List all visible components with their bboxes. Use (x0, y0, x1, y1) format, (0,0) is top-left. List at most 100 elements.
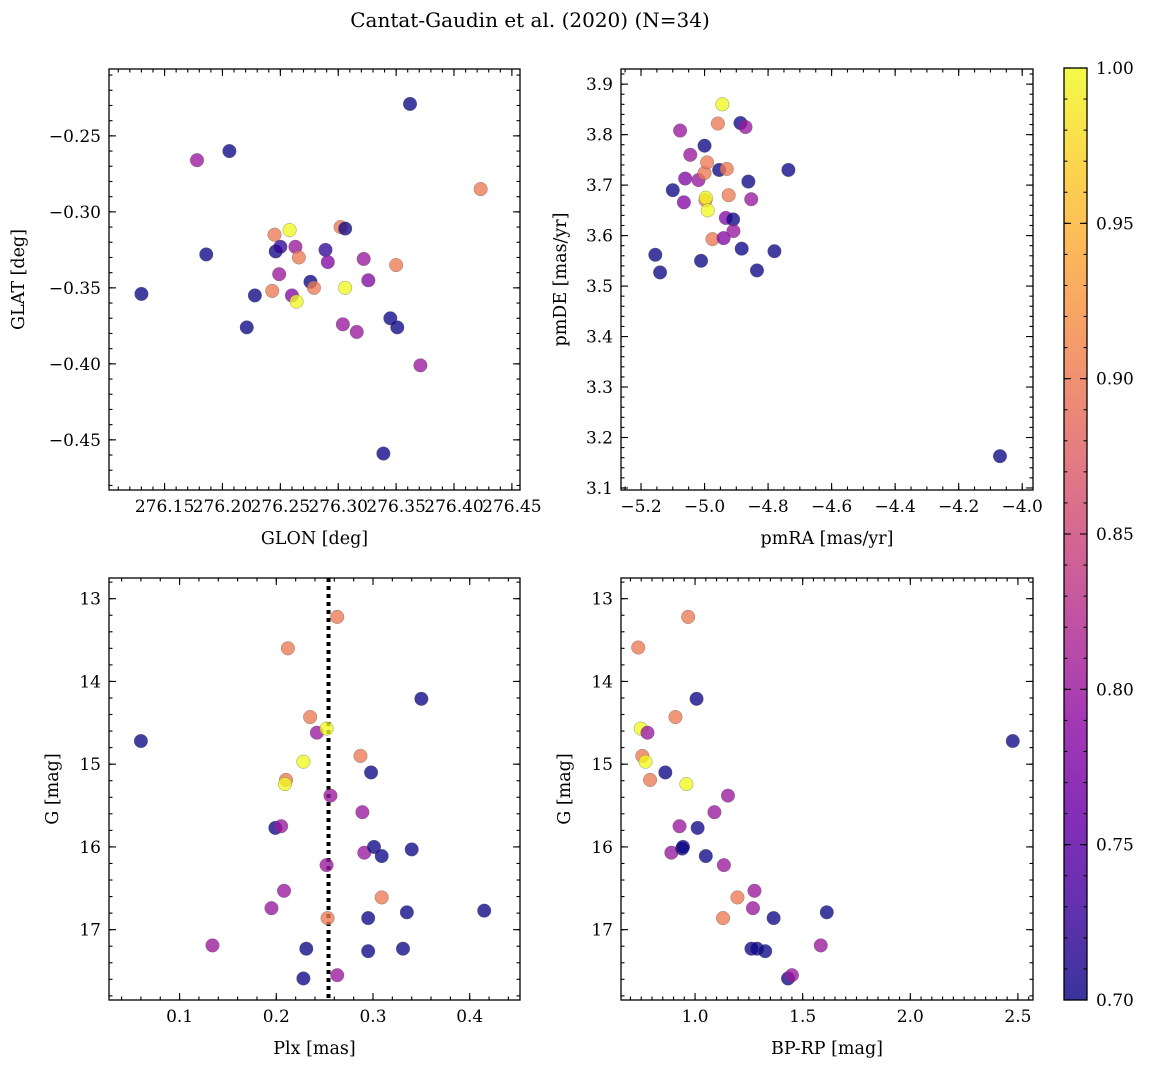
x-tick-label: −5.2 (620, 497, 661, 517)
x-tick-label: −5.0 (684, 497, 725, 517)
y-tick-label: 17 (79, 921, 101, 941)
scatter-point (399, 905, 414, 920)
axis-ticks: 1.0 1.5 2.0 2.5 13 14 15 16 17 (591, 578, 1033, 1027)
scatter-point (320, 254, 335, 270)
scatter-point (726, 223, 741, 239)
scatter-point (658, 765, 673, 780)
scatter-points (648, 97, 1008, 464)
scatter-point (643, 772, 658, 787)
x-tick-label: 276.35 (366, 497, 425, 517)
scatter-point (716, 858, 731, 873)
x-tick-label: 1.0 (682, 1007, 709, 1027)
scatter-point (631, 640, 646, 655)
scatter-point (678, 171, 693, 186)
y-axis-label: pmDE [mas/yr] (551, 213, 571, 347)
axis-ticks: 0.1 0.2 0.3 0.4 13 14 15 16 17 (79, 578, 520, 1027)
x-tick-label: 276.20 (193, 497, 252, 517)
scatter-point (707, 805, 722, 820)
y-tick-label: 3.1 (586, 479, 613, 499)
x-tick-label: 2.5 (1004, 1007, 1031, 1027)
y-tick-label: 15 (591, 755, 613, 775)
y-tick-label: 14 (79, 672, 101, 692)
scatter-point (698, 190, 713, 205)
x-axis-label: BP-RP [mag] (771, 1039, 883, 1059)
scatter-point (361, 944, 376, 959)
scatter-point (720, 788, 736, 803)
plot-frame (620, 577, 1034, 1001)
scatter-point (672, 819, 687, 834)
scatter-point (366, 839, 382, 854)
y-tick-label: 3.3 (586, 378, 613, 398)
scatter-point (734, 241, 749, 256)
scatter-point (364, 765, 379, 780)
scatter-point (376, 446, 391, 461)
scatter-point (676, 195, 691, 210)
x-tick-label: 276.40 (424, 497, 483, 517)
x-axis-label: GLON [deg] (261, 529, 368, 549)
scatter-point (280, 641, 295, 656)
scatter-point (710, 116, 725, 131)
y-tick-label: 13 (591, 590, 613, 610)
x-tick-label: 1.5 (789, 1007, 816, 1027)
scatter-point (222, 144, 237, 159)
figure-title: Cantat-Gaudin et al. (2020) (N=34) (350, 8, 710, 32)
x-tick-label: −4.4 (874, 497, 915, 517)
scatter-points (133, 609, 492, 986)
scatter-point (299, 941, 314, 956)
scatter-point (700, 203, 715, 218)
y-tick-label: 3.7 (586, 176, 613, 196)
y-tick-label: −0.35 (49, 279, 101, 299)
plot-area (109, 578, 520, 1000)
y-tick-label: −0.30 (49, 203, 101, 223)
scatter-point (719, 161, 734, 176)
y-tick-label: −0.45 (49, 431, 101, 451)
colorbar-gradient (1064, 68, 1087, 1000)
scatter-point (693, 253, 709, 268)
scatter-point (330, 968, 345, 983)
scatter-point (199, 247, 214, 262)
x-tick-label: 276.25 (251, 497, 310, 517)
scatter-point (749, 263, 765, 278)
y-axis-label: GLAT [deg] (9, 229, 29, 330)
scatter-point (277, 776, 293, 792)
scatter-point (668, 709, 683, 725)
x-tick-label: −4.8 (747, 497, 788, 517)
scatter-point (189, 153, 205, 168)
scatter-point (349, 324, 364, 339)
scatter-point (648, 247, 663, 262)
x-tick-label: 2.0 (897, 1007, 924, 1027)
scatter-point (318, 242, 333, 257)
y-tick-label: 16 (591, 838, 613, 858)
scatter-point (675, 839, 691, 854)
scatter-point (758, 944, 773, 959)
scatter-point (716, 231, 731, 246)
scatter-point (361, 273, 376, 288)
colorbar-tick-label: 0.70 (1096, 991, 1134, 1011)
x-tick-label: −4.2 (938, 497, 979, 517)
scatter-point (291, 250, 306, 265)
scatter-point (767, 244, 782, 259)
y-tick-label: 3.2 (586, 429, 613, 449)
colorbar-tick-label: 0.90 (1096, 370, 1134, 390)
scatter-point (267, 227, 282, 242)
scatter-point (738, 120, 753, 135)
scatter-point (781, 162, 796, 178)
scatter-point (747, 883, 762, 898)
scatter-point (133, 733, 148, 749)
scatter-point (402, 96, 418, 112)
subplot-plx-g: 0.1 0.2 0.3 0.4 13 14 15 16 17 Plx [mas] G [mag] (43, 577, 521, 1059)
scatter-point (303, 709, 318, 725)
scatter-point (273, 239, 288, 254)
scatter-point (784, 968, 799, 983)
scatter-point (697, 138, 712, 153)
colorbar-tick-label: 1.00 (1096, 59, 1134, 79)
scatter-point (320, 911, 335, 926)
colorbar-tick-label: 0.75 (1096, 836, 1134, 856)
y-tick-label: 3.8 (586, 126, 613, 146)
scatter-point (306, 280, 321, 295)
scatter-point (665, 183, 680, 198)
scatter-point (741, 174, 756, 189)
scatter-point (690, 820, 705, 835)
scatter-point (413, 358, 428, 373)
x-tick-label: 0.3 (359, 1007, 386, 1027)
